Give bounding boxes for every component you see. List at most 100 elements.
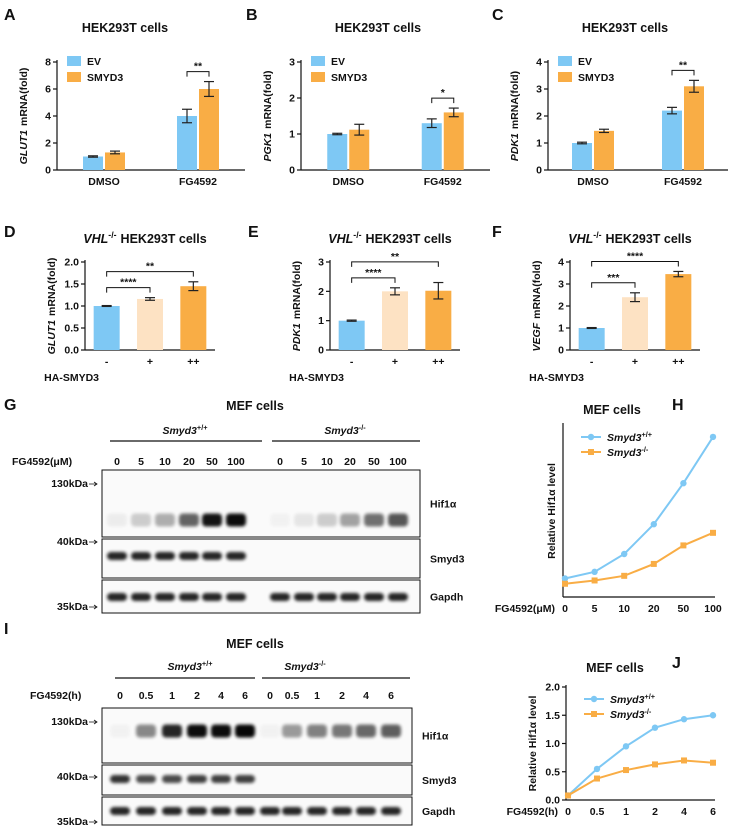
lane-label: 0 xyxy=(267,690,273,702)
point xyxy=(710,529,716,536)
lane-label: 2 xyxy=(339,690,345,702)
chart-title-part: HEK293T cells xyxy=(121,232,207,246)
marker-arrow xyxy=(89,604,98,610)
significance-bracket xyxy=(671,69,695,76)
chart-title: VHL-/- HEK293T cells xyxy=(83,230,206,246)
x-tick-label: ++ xyxy=(672,356,684,368)
y-tick-label: 0 xyxy=(558,345,564,357)
lane-label: 0 xyxy=(117,690,123,702)
bar xyxy=(684,86,704,170)
blot-band xyxy=(270,514,290,527)
bar xyxy=(572,143,592,170)
group-label: Smyd3-/- xyxy=(284,659,326,674)
legend-label-part: Smyd3 xyxy=(610,709,645,721)
chart-title: VHL-/- HEK293T cells xyxy=(328,230,451,246)
significance-bracket xyxy=(106,287,151,293)
legend-swatch xyxy=(558,72,572,82)
blot-band xyxy=(202,513,222,527)
bar xyxy=(180,286,207,350)
blot-band xyxy=(356,807,376,815)
lane-label: 5 xyxy=(301,456,307,468)
error-bar xyxy=(426,118,437,129)
y-tick-label: 2.0 xyxy=(545,682,560,694)
lane-label: 0 xyxy=(114,456,120,468)
significance-bracket xyxy=(351,261,439,267)
x-tick-label: + xyxy=(147,356,153,368)
x-tick-label: + xyxy=(632,356,638,368)
y-tick-label: 2.0 xyxy=(64,257,79,269)
point xyxy=(680,480,687,487)
blot-band xyxy=(162,724,182,738)
x-tick-label: 1 xyxy=(623,806,629,818)
significance-bracket xyxy=(431,97,455,104)
group-label-part: -/- xyxy=(359,423,366,432)
x-tick-label: 100 xyxy=(704,603,722,615)
error-bar xyxy=(689,79,699,93)
panel-letter: E xyxy=(248,224,259,241)
significance-bracket xyxy=(351,277,396,283)
legend-label-part: +/+ xyxy=(644,692,655,701)
y-axis-label-part: mRNA(fold) xyxy=(262,71,274,129)
blot-band xyxy=(187,724,207,738)
blot-band xyxy=(131,552,151,560)
lane-label: 0 xyxy=(277,456,283,468)
point xyxy=(650,521,657,528)
significance-label: ** xyxy=(146,261,155,273)
error-bar xyxy=(145,297,155,301)
y-tick-label: 1.5 xyxy=(545,710,560,722)
blot-band xyxy=(202,552,222,560)
blot-band xyxy=(226,593,246,601)
lane-label: 20 xyxy=(344,456,356,468)
error-bar xyxy=(673,270,684,278)
significance-label: ** xyxy=(679,59,688,71)
error-bar xyxy=(346,319,357,322)
chart-title: HEK293T cells xyxy=(582,21,668,35)
point xyxy=(561,575,569,582)
y-axis-label-part: mRNA(fold) xyxy=(18,68,30,126)
marker-arrow xyxy=(89,819,98,825)
y-axis-label-part: PDK1 xyxy=(509,133,521,161)
marker-label: 40kDa xyxy=(57,536,88,548)
legend-marker xyxy=(588,449,594,455)
blot-band xyxy=(107,552,127,560)
x-axis-label: FG4592(h) xyxy=(507,806,558,818)
point xyxy=(681,757,687,764)
lane-label: 4 xyxy=(218,690,224,702)
blot-band xyxy=(282,807,302,815)
chart-title-part: VHL xyxy=(83,232,108,246)
bar xyxy=(622,297,648,350)
blot-band xyxy=(155,593,175,601)
error-bar xyxy=(188,281,199,292)
y-axis-label: GLUT1 mRNA(fold) xyxy=(46,258,58,355)
error-bar xyxy=(332,132,343,136)
legend-label: Smyd3-/- xyxy=(610,707,652,722)
row-label: Gapdh xyxy=(422,806,455,818)
panel-letter: I xyxy=(4,621,8,638)
y-tick-label: 0.5 xyxy=(545,766,560,778)
x-tick-label: 20 xyxy=(648,603,660,615)
x-tick-label: 2 xyxy=(652,806,658,818)
y-axis-label: PGK1 mRNA(fold) xyxy=(262,71,274,162)
x-tick-label: 6 xyxy=(710,806,716,818)
lane-label: 5 xyxy=(138,456,144,468)
bar xyxy=(425,290,452,350)
lane-label: 1 xyxy=(314,690,320,702)
x-tick-label: 50 xyxy=(678,603,690,615)
group-label: Smyd3+/+ xyxy=(167,659,212,674)
panel-letter: C xyxy=(492,7,504,24)
y-tick-label: 1 xyxy=(318,315,324,327)
blot-band xyxy=(162,807,182,815)
x-tick-label: 0 xyxy=(565,806,571,818)
marker-label: 35kDa xyxy=(57,816,88,827)
blot-band xyxy=(110,807,130,815)
chart-title: HEK293T cells xyxy=(335,21,421,35)
blot-band xyxy=(235,724,255,738)
blot-band xyxy=(381,724,401,738)
blot-box xyxy=(101,469,421,538)
blot-band xyxy=(270,593,290,601)
marker-arrow xyxy=(89,774,98,780)
y-axis-label-part: mRNA(fold) xyxy=(291,261,303,319)
blot-band xyxy=(179,552,199,560)
bar xyxy=(578,328,605,350)
